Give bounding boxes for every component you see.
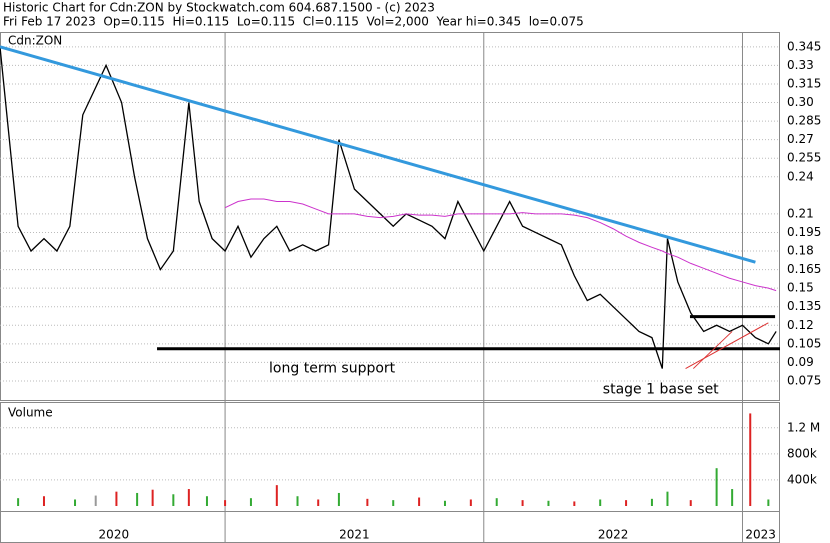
volume-bar <box>115 491 118 506</box>
y-tick-label: 0.345 <box>787 39 821 53</box>
base-mark <box>685 322 769 370</box>
trend-line <box>0 45 756 264</box>
y-tick-label: 0.18 <box>787 244 814 258</box>
y-tick-label: 0.075 <box>787 373 821 387</box>
volume-label: Volume <box>8 406 53 420</box>
volume-bar <box>573 501 576 506</box>
y-tick-label: 0.255 <box>787 151 821 165</box>
chart-title: Historic Chart for Cdn:ZON by Stockwatch… <box>3 1 435 15</box>
y-tick-label: 0.12 <box>787 318 814 332</box>
volume-bar <box>42 496 45 506</box>
volume-bar <box>17 498 20 506</box>
y-tick-label: 0.315 <box>787 76 821 90</box>
volume-tick-label: 400k <box>787 472 817 486</box>
y-tick-label: 0.33 <box>787 58 814 72</box>
y-tick-label: 0.21 <box>787 206 814 220</box>
y-tick-label: 0.15 <box>787 281 814 295</box>
volume-bar <box>599 499 602 506</box>
volume-bar <box>136 492 139 506</box>
series-line <box>224 198 777 292</box>
volume-bar <box>625 500 628 506</box>
volume-bar <box>187 489 190 506</box>
volume-bar <box>547 500 550 506</box>
volume-bar <box>94 495 97 506</box>
volume-bar <box>469 499 472 506</box>
volume-bar <box>650 498 653 506</box>
y-tick-label: 0.27 <box>787 132 814 146</box>
base-mark <box>692 331 733 369</box>
volume-bar <box>689 500 692 506</box>
annotation: long term support <box>269 361 396 377</box>
volume-tick-label: 800k <box>787 446 817 460</box>
volume-bar <box>715 468 718 506</box>
y-tick-label: 0.285 <box>787 114 821 128</box>
x-tick-label: 2023 <box>745 528 776 542</box>
x-tick-label: 2022 <box>598 528 629 542</box>
volume-bar <box>418 497 421 506</box>
volume-bar <box>749 413 752 506</box>
volume-bar <box>767 499 770 506</box>
volume-bar <box>224 500 227 506</box>
volume-bar <box>249 498 252 506</box>
volume-bar <box>666 491 669 506</box>
volume-bar <box>172 494 175 506</box>
chart-subtitle: Fri Feb 17 2023 Op=0.115 Hi=0.115 Lo=0.1… <box>3 15 584 29</box>
y-tick-label: 0.24 <box>787 169 814 183</box>
volume-bar <box>275 485 278 506</box>
x-tick-label: 2020 <box>99 528 130 542</box>
volume-bar <box>521 500 524 506</box>
volume-bar <box>366 498 369 506</box>
volume-bar <box>317 499 320 506</box>
annotation: stage 1 base set <box>603 382 719 398</box>
volume-bar <box>74 499 77 506</box>
y-tick-label: 0.135 <box>787 299 821 313</box>
price-frame <box>0 32 780 401</box>
y-tick-label: 0.09 <box>787 355 814 369</box>
volume-bar <box>495 498 498 506</box>
x-tick-label: 2021 <box>339 528 370 542</box>
volume-bar <box>205 496 208 506</box>
volume-bar <box>337 492 340 506</box>
volume-bar <box>731 489 734 506</box>
volume-bar <box>443 500 446 506</box>
volume-bar <box>296 496 299 506</box>
y-tick-label: 0.30 <box>787 95 814 109</box>
volume-tick-label: 1.2 M <box>787 420 820 434</box>
volume-bar <box>392 500 395 506</box>
y-tick-label: 0.165 <box>787 262 821 276</box>
panel-label: Cdn:ZON <box>8 34 62 48</box>
volume-bar <box>151 489 154 506</box>
y-tick-label: 0.195 <box>787 225 821 239</box>
y-tick-label: 0.105 <box>787 336 821 350</box>
